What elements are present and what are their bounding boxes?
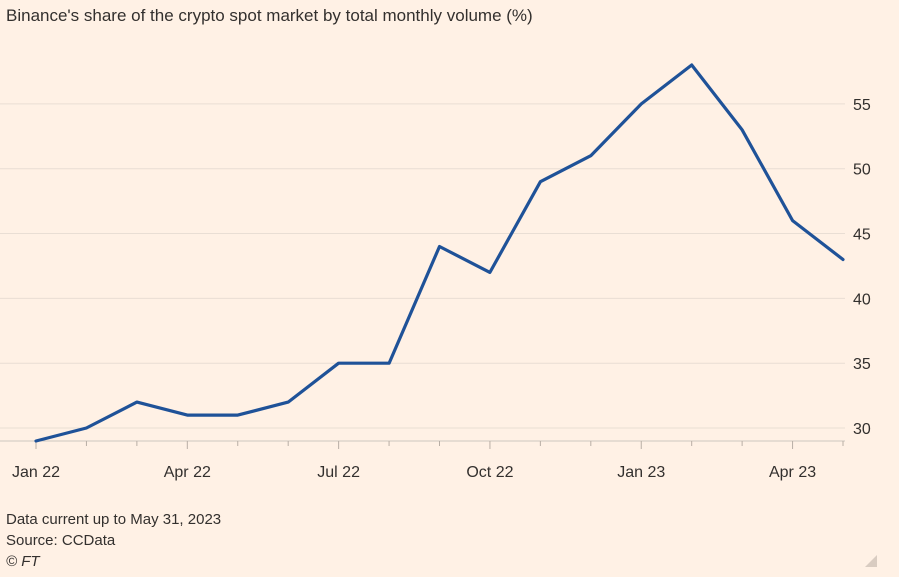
data-point-2023-05 bbox=[841, 257, 845, 261]
copyright-credit: © FT bbox=[6, 553, 40, 570]
data-point-2022-12 bbox=[589, 154, 593, 158]
data-point-2022-08 bbox=[387, 361, 391, 365]
data-point-2023-01 bbox=[639, 102, 643, 106]
data-point-2023-03 bbox=[740, 128, 744, 132]
x-tick-label-2: Jul 22 bbox=[317, 464, 360, 481]
y-tick-label-40: 40 bbox=[853, 291, 871, 308]
y-tick-label-50: 50 bbox=[853, 162, 871, 179]
data-point-2023-04 bbox=[791, 219, 795, 223]
series-line-0 bbox=[34, 63, 845, 443]
chart-footer: Data current up to May 31, 2023 Source: … bbox=[6, 509, 221, 572]
x-tick-label-0: Jan 22 bbox=[12, 464, 60, 481]
data-point-2022-09 bbox=[438, 245, 442, 249]
y-tick-label-55: 55 bbox=[853, 97, 871, 114]
series-layer bbox=[34, 63, 845, 443]
data-point-2022-02 bbox=[84, 426, 88, 430]
data-point-2022-01 bbox=[34, 439, 38, 443]
y-tick-label-35: 35 bbox=[853, 356, 871, 373]
data-point-2022-10 bbox=[488, 270, 492, 274]
data-point-2022-07 bbox=[337, 361, 341, 365]
x-tick-label-4: Jan 23 bbox=[617, 464, 665, 481]
grid-lines bbox=[0, 103, 845, 429]
x-tick-labels: Jan 22 Apr 22 Jul 22 Oct 22 Jan 23 Apr 23 bbox=[12, 464, 816, 481]
y-tick-label-30: 30 bbox=[853, 421, 871, 438]
resize-corner-icon bbox=[865, 555, 877, 567]
x-tick-label-5: Apr 23 bbox=[769, 464, 816, 481]
data-point-2022-06 bbox=[286, 400, 290, 404]
data-point-2023-02 bbox=[690, 63, 694, 67]
data-point-2022-03 bbox=[135, 400, 139, 404]
x-tick-label-3: Oct 22 bbox=[466, 464, 513, 481]
y-tick-label-45: 45 bbox=[853, 227, 871, 244]
chart-title: Binance's share of the crypto spot marke… bbox=[6, 6, 533, 25]
source-note: Source: CCData bbox=[6, 532, 116, 549]
data-note: Data current up to May 31, 2023 bbox=[6, 511, 222, 528]
x-tick-label-1: Apr 22 bbox=[164, 464, 211, 481]
data-point-2022-11 bbox=[538, 180, 542, 184]
data-point-2022-04 bbox=[185, 413, 189, 417]
x-axis bbox=[0, 440, 845, 449]
data-point-2022-05 bbox=[236, 413, 240, 417]
y-tick-labels: 30 35 40 45 50 55 bbox=[853, 97, 871, 438]
